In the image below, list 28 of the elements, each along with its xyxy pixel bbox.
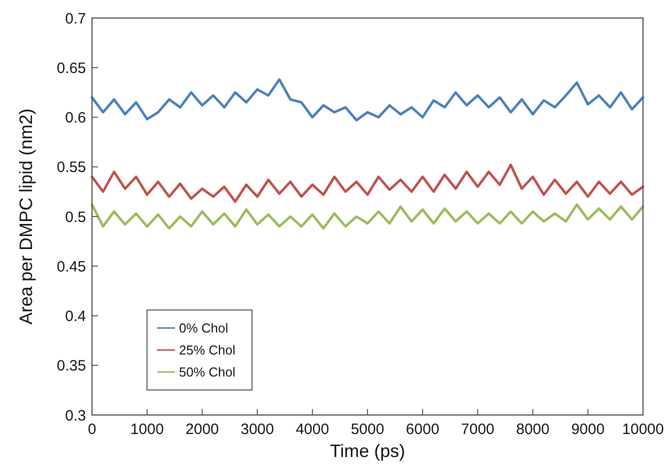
- y-tick-label: 0.55: [56, 159, 86, 176]
- y-tick-label: 0.35: [56, 358, 86, 375]
- x-tick-label: 5000: [350, 421, 384, 438]
- x-tick-label: 9000: [571, 421, 605, 438]
- x-tick-label: 2000: [186, 421, 219, 438]
- line-series: [90, 164, 644, 203]
- x-tick-label: 4000: [296, 421, 330, 438]
- x-tick-label: 7000: [461, 421, 494, 438]
- y-tick-label: 0.3: [65, 407, 86, 424]
- x-axis-title: Time (ps): [330, 441, 406, 461]
- legend-label: 50% Chol: [179, 364, 236, 380]
- y-tick-label: 0.6: [65, 110, 86, 126]
- x-tick-label: 10000: [622, 421, 664, 438]
- line-series: [90, 78, 644, 122]
- line-series: [90, 203, 644, 230]
- y-tick-label: 0.5: [65, 208, 86, 226]
- x-tick-label: 8000: [516, 421, 550, 438]
- y-tick-label: 0.4: [65, 308, 86, 325]
- y-axis-title: Area per DMPC lipid (nm2): [16, 108, 36, 325]
- y-tick-label: 0.7: [65, 10, 86, 28]
- x-tick-label: 1000: [130, 421, 164, 438]
- x-tick-label: 3000: [240, 421, 274, 438]
- x-tick-label: 6000: [406, 421, 440, 438]
- legend-label: 25% Chol: [179, 342, 236, 358]
- y-tick-label: 0.65: [56, 60, 86, 77]
- x-tick-label: 0: [88, 421, 96, 438]
- y-tick-label: 0.45: [56, 258, 86, 276]
- legend-label: 0% Chol: [179, 320, 228, 336]
